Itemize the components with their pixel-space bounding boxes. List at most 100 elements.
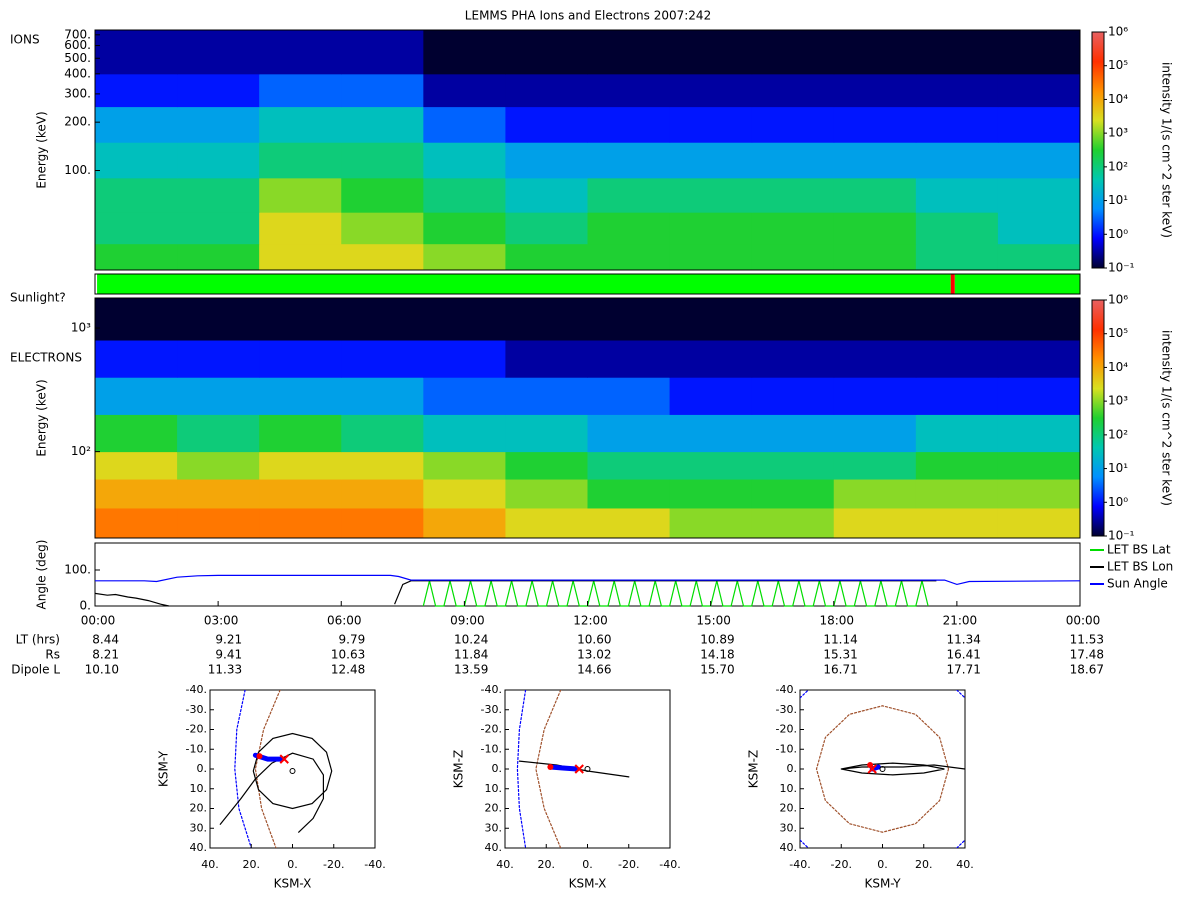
heatmap-cell: [505, 73, 588, 108]
plot-frame: [94, 542, 1081, 607]
heatmap-cell: [259, 414, 342, 453]
ephemeris-label: LT (hrs): [16, 633, 60, 647]
heatmap-cell: [751, 507, 835, 539]
heatmap-cell: [669, 298, 753, 341]
heatmap-cell: [669, 212, 753, 245]
heatmap-cell: [587, 340, 671, 378]
orbit-line: [815, 705, 950, 833]
legend-label: LET BS Lon: [1107, 560, 1173, 574]
heatmap-cell: [751, 142, 835, 179]
ephemeris-value: 9.41: [215, 648, 242, 662]
x-tick-label: 06:00: [327, 614, 362, 628]
heatmap-cell: [259, 377, 342, 415]
colorbar-tick-label: 10²: [1108, 159, 1128, 173]
heatmap-cell: [833, 73, 917, 108]
heatmap-cell: [341, 30, 424, 75]
orbit-point: [879, 766, 886, 772]
y-tick-label: 20.: [780, 802, 798, 815]
x-tick-label: 0.: [877, 858, 888, 871]
x-tick-label: 20.: [538, 858, 556, 871]
heatmap-cell: [997, 212, 1081, 245]
y-tick-label: 40.: [780, 841, 798, 854]
ephemeris-value: 15.70: [700, 663, 734, 677]
heatmap-cell: [669, 507, 753, 539]
orbit-point: [584, 766, 591, 772]
y-tick-label: 20.: [485, 802, 503, 815]
y-tick-label: 30.: [780, 821, 798, 834]
heatmap-cell: [833, 212, 917, 245]
ephemeris-value: 11.14: [823, 633, 857, 647]
series-line: [95, 574, 1081, 586]
orbit-point: [279, 754, 289, 764]
heatmap-cell: [341, 298, 424, 341]
y-tick-label: 10³: [71, 321, 91, 335]
colorbar: [1091, 299, 1105, 537]
y-tick-label: 10.: [780, 782, 798, 795]
colorbar: [1091, 31, 1105, 269]
heatmap-cell: [505, 177, 588, 213]
heatmap-cell: [259, 73, 342, 108]
heatmap-cell: [669, 243, 753, 271]
colorbar-tick-label: 10⁻¹: [1108, 529, 1135, 543]
heatmap-cell: [177, 451, 260, 480]
heatmap-cell: [915, 106, 999, 143]
heatmap-cell: [997, 106, 1081, 143]
heatmap-cell: [177, 479, 260, 509]
heatmap-cell: [915, 212, 999, 245]
ephemeris-value: 9.21: [215, 633, 242, 647]
heatmap-cell: [669, 177, 753, 213]
heatmap-cell: [259, 479, 342, 509]
heatmap-cell: [259, 177, 342, 213]
ephemeris-value: 10.24: [454, 633, 488, 647]
heatmap-cell: [423, 177, 506, 213]
heatmap-cell: [833, 479, 917, 509]
y-axis-label: KSM-Z: [747, 750, 761, 788]
colorbar-label: intensity 1/(s cm^2 ster keV): [1160, 62, 1174, 238]
x-tick-label: -20.: [831, 858, 852, 871]
legend-label: Sun Angle: [1107, 577, 1168, 591]
x-axis-label: KSM-X: [569, 877, 607, 891]
y-tick-label: 30.: [190, 821, 208, 834]
interval: [97, 274, 951, 294]
orbit-line: [535, 690, 562, 848]
y-tick-label: 100.: [64, 563, 91, 577]
heatmap-cell: [341, 142, 424, 179]
plot-frame: [94, 297, 1081, 539]
y-axis-label: KSM-Y: [157, 750, 171, 787]
heatmap-cell: [95, 377, 178, 415]
x-tick-label: 00:00: [81, 614, 116, 628]
heatmap-cell: [833, 377, 917, 415]
y-axis-label: Energy (keV): [35, 379, 49, 456]
heatmap-cell: [587, 377, 671, 415]
orbit-line: [234, 690, 252, 848]
y-tick-label: 300.: [64, 86, 91, 100]
ephemeris-value: 16.41: [947, 648, 981, 662]
y-axis-label: Energy (keV): [35, 111, 49, 188]
y-tick-label: -40.: [776, 683, 797, 696]
heatmap-cell: [95, 243, 178, 271]
heatmap-cell: [423, 479, 506, 509]
y-tick-label: 100.: [64, 163, 91, 177]
heatmap-cell: [95, 340, 178, 378]
ephemeris-value: 8.44: [92, 633, 119, 647]
heatmap-cell: [177, 377, 260, 415]
colorbar-tick-label: 10⁶: [1108, 25, 1128, 39]
y-tick-label: 0.: [492, 762, 503, 775]
heatmap-cell: [341, 479, 424, 509]
heatmap-cell: [997, 298, 1081, 341]
heatmap-cell: [997, 507, 1081, 539]
heatmap-cell: [751, 212, 835, 245]
y-tick-label: -20.: [481, 723, 502, 736]
heatmap-cell: [95, 73, 178, 108]
ephemeris-value: 11.53: [1070, 633, 1104, 647]
orbit-line: [219, 752, 324, 833]
heatmap-cell: [997, 340, 1081, 378]
heatmap-cell: [833, 340, 917, 378]
x-tick-label: -40.: [789, 858, 810, 871]
heatmap-cell: [669, 142, 753, 179]
heatmap-cell: [997, 177, 1081, 213]
heatmap-cell: [997, 30, 1081, 75]
colorbar-tick-label: 10⁴: [1108, 92, 1128, 106]
x-axis-label: KSM-Y: [864, 877, 901, 891]
x-tick-label: 0.: [582, 858, 593, 871]
